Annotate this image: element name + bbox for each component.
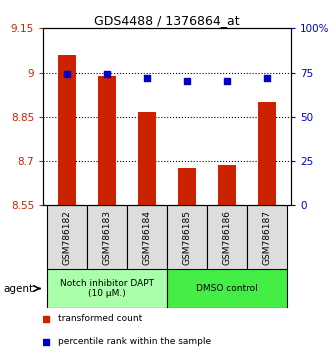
- Bar: [178, 169, 196, 205]
- Text: percentile rank within the sample: percentile rank within the sample: [58, 337, 211, 347]
- Text: agent: agent: [3, 284, 33, 293]
- FancyBboxPatch shape: [47, 205, 87, 269]
- FancyBboxPatch shape: [47, 269, 167, 308]
- Bar: [58, 55, 76, 205]
- FancyBboxPatch shape: [167, 205, 207, 269]
- Text: GSM786185: GSM786185: [183, 210, 192, 265]
- Bar: [218, 166, 236, 205]
- Point: [264, 75, 270, 81]
- Text: GSM786186: GSM786186: [223, 210, 232, 265]
- Text: GSM786183: GSM786183: [103, 210, 112, 265]
- Point: [43, 316, 48, 321]
- FancyBboxPatch shape: [127, 205, 167, 269]
- Point: [145, 75, 150, 81]
- Bar: [138, 113, 156, 205]
- Text: DMSO control: DMSO control: [196, 284, 258, 293]
- Text: GSM786187: GSM786187: [263, 210, 272, 265]
- Point: [184, 79, 190, 84]
- Point: [224, 79, 230, 84]
- FancyBboxPatch shape: [247, 205, 287, 269]
- Text: GSM786182: GSM786182: [63, 210, 71, 265]
- Point: [105, 72, 110, 77]
- Bar: [258, 102, 276, 205]
- Text: GSM786184: GSM786184: [143, 210, 152, 265]
- Text: Notch inhibitor DAPT
(10 μM.): Notch inhibitor DAPT (10 μM.): [60, 279, 154, 298]
- FancyBboxPatch shape: [167, 269, 287, 308]
- Text: transformed count: transformed count: [58, 314, 142, 323]
- Point: [43, 339, 48, 345]
- Title: GDS4488 / 1376864_at: GDS4488 / 1376864_at: [94, 14, 240, 27]
- Point: [65, 72, 70, 77]
- FancyBboxPatch shape: [207, 205, 247, 269]
- FancyBboxPatch shape: [87, 205, 127, 269]
- Bar: [98, 75, 116, 205]
